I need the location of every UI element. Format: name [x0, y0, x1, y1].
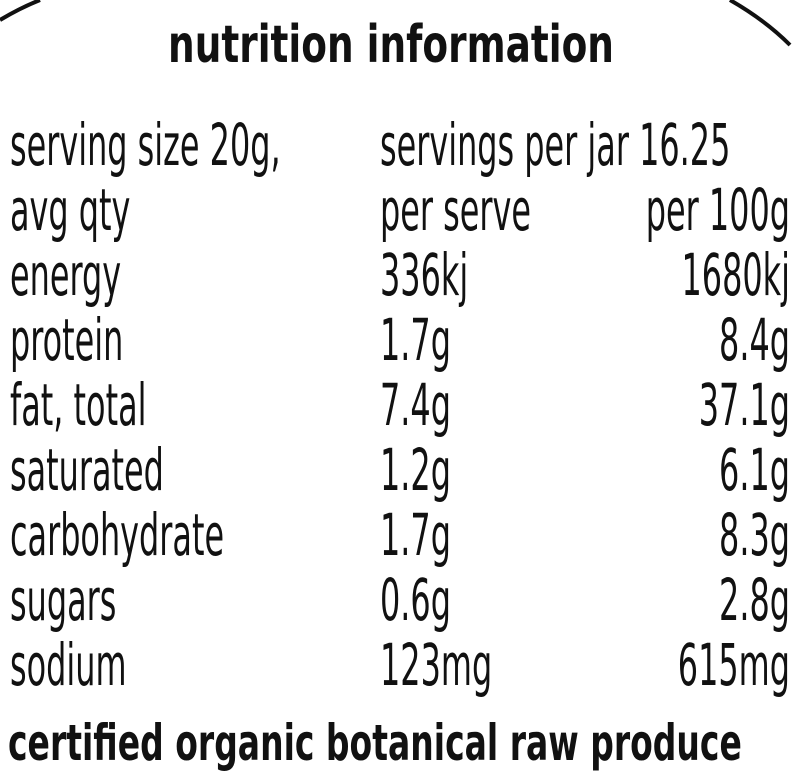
per-serve-value: 7.4g: [380, 373, 451, 440]
per-serve-value: 1.2g: [380, 438, 451, 505]
per-100g-value: 6.1g: [719, 438, 790, 505]
per-serve-value: 336kj: [380, 243, 468, 310]
header-cell: per serve: [380, 178, 531, 245]
per-100g-value-group: 6.1g: [719, 438, 790, 505]
nutrient-name: energy: [10, 243, 121, 310]
per-100g-value-group: 1680kj: [681, 243, 790, 310]
per-100g-value-group: 615mg: [678, 633, 790, 700]
header-cell-group: per 100g: [646, 178, 790, 245]
per-100g-value: 2.8g: [719, 568, 790, 635]
per-100g-value: 1680kj: [681, 243, 790, 310]
nutrient-name: carbohydrate: [10, 503, 224, 570]
nutrient-name-group: sugars: [10, 568, 116, 635]
per-100g-value-group: 8.4g: [719, 308, 790, 375]
header-cell-group: avg qty: [10, 178, 130, 245]
header-cell: avg qty: [10, 178, 130, 245]
per-100g-value: 37.1g: [699, 373, 790, 440]
per-100g-value-group: 2.8g: [719, 568, 790, 635]
per-serve-value-group: 336kj: [380, 243, 468, 310]
nutrient-name: protein: [10, 308, 123, 375]
header-cell: per 100g: [646, 178, 790, 245]
per-100g-value: 615mg: [678, 633, 790, 700]
title: nutrition information: [168, 14, 614, 75]
per-serve-value: 1.7g: [380, 503, 451, 570]
serving-size-group: serving size 20g,: [10, 113, 281, 180]
nutrient-name-group: energy: [10, 243, 121, 310]
per-serve-value: 123mg: [380, 633, 492, 700]
per-serve-value-group: 1.2g: [380, 438, 451, 505]
header-cell-group: per serve: [380, 178, 531, 245]
servings-per-jar-group: servings per jar 16.25: [380, 113, 730, 180]
title-group: nutrition information: [168, 14, 614, 75]
nutrient-name-group: protein: [10, 308, 123, 375]
nutrient-name-group: sodium: [10, 633, 127, 700]
per-100g-value-group: 8.3g: [719, 503, 790, 570]
decor-arc: [0, 0, 41, 22]
per-100g-value-group: 37.1g: [699, 373, 790, 440]
per-serve-value-group: 7.4g: [380, 373, 451, 440]
per-serve-value-group: 1.7g: [380, 503, 451, 570]
servings-per-jar: servings per jar 16.25: [380, 113, 730, 180]
nutrient-name-group: fat, total: [10, 373, 146, 440]
per-serve-value-group: 123mg: [380, 633, 492, 700]
per-serve-value: 1.7g: [380, 308, 451, 375]
footer: certified organic botanical raw produce: [8, 714, 742, 772]
per-serve-value-group: 1.7g: [380, 308, 451, 375]
nutrient-name: sugars: [10, 568, 116, 635]
footer-group: certified organic botanical raw produce: [8, 714, 742, 772]
nutrient-name: fat, total: [10, 373, 146, 440]
per-100g-value: 8.4g: [719, 308, 790, 375]
per-serve-value-group: 0.6g: [380, 568, 451, 635]
nutrient-name: sodium: [10, 633, 127, 700]
serving-size: serving size 20g,: [10, 113, 281, 180]
nutrient-name-group: saturated: [10, 438, 164, 505]
nutrient-name-group: carbohydrate: [10, 503, 224, 570]
per-100g-value: 8.3g: [719, 503, 790, 570]
decor-arc: [729, 0, 792, 47]
nutrient-name: saturated: [10, 438, 164, 505]
per-serve-value: 0.6g: [380, 568, 451, 635]
